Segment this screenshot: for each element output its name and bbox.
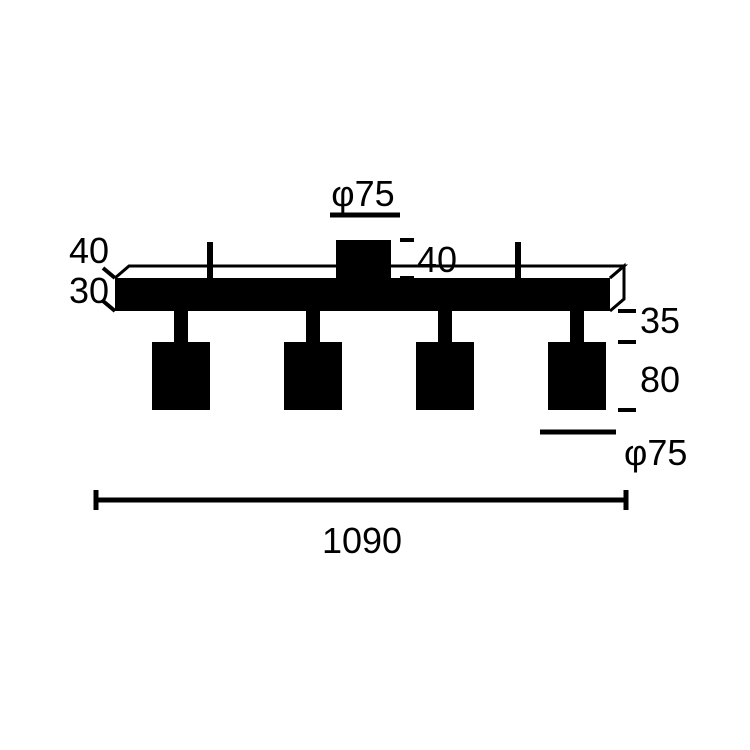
lamp-head-2 [284, 342, 342, 410]
main-bar [115, 278, 610, 311]
label-right-80: 80 [640, 359, 680, 400]
label-top-diameter: φ75 [331, 173, 394, 214]
label-mount-height: 40 [417, 239, 457, 280]
label-left-40: 40 [69, 230, 109, 271]
dimension-diagram: φ75 40 40 30 35 80 φ75 1090 [0, 0, 750, 750]
lamp-neck-1 [174, 311, 188, 342]
lamp-neck-2 [306, 311, 320, 342]
label-right-35: 35 [640, 300, 680, 341]
lamp-neck-3 [438, 311, 452, 342]
bar-3d-right-edge [610, 266, 624, 311]
label-right-phi75: φ75 [624, 432, 687, 473]
label-left-30: 30 [69, 270, 109, 311]
lamp-head-4 [548, 342, 606, 410]
lamp-head-1 [152, 342, 210, 410]
lamp-head-3 [416, 342, 474, 410]
ceiling-mount [336, 240, 391, 278]
lamp-neck-4 [570, 311, 584, 342]
label-total-width: 1090 [322, 520, 402, 561]
